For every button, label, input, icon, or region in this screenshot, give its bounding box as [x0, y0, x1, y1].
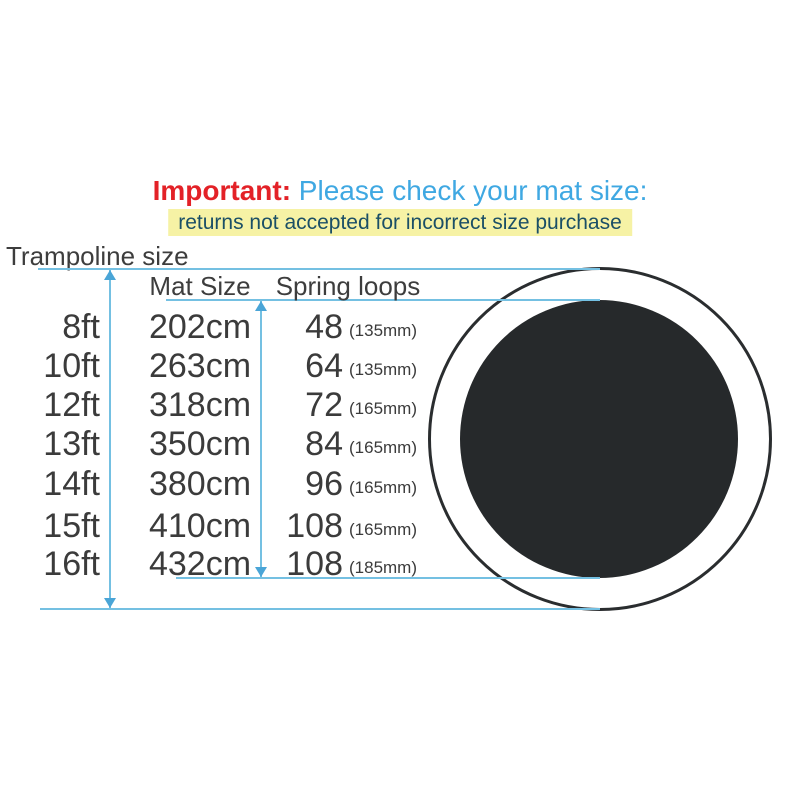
spring-length-value: (165mm): [349, 438, 418, 457]
table-row: 15ft 410cm 108 (165mm): [0, 506, 800, 546]
table-header: Mat Size Spring loops: [0, 271, 800, 301]
spring-length-value: (165mm): [349, 478, 418, 497]
trampoline-mat-circle: [460, 300, 738, 578]
mat-size-value: 380cm: [148, 465, 252, 503]
mat-size-value: 318cm: [148, 386, 252, 424]
arrow-down-icon: [104, 598, 116, 608]
outer-bottom-dimension-line: [40, 608, 600, 610]
trampoline-size-value: 16ft: [43, 545, 100, 583]
spring-length-value: (135mm): [349, 321, 418, 340]
trampoline-size-value: 8ft: [62, 308, 100, 346]
trampoline-size-value: 13ft: [43, 425, 100, 463]
trampoline-size-value: 15ft: [43, 507, 100, 545]
spring-length-value: (185mm): [349, 558, 418, 577]
table-row: 10ft 263cm 64 (135mm): [0, 346, 800, 386]
spring-loops-value: 84: [305, 425, 343, 463]
table-row: 16ft 432cm 108 (185mm): [0, 544, 800, 584]
mat-bottom-dimension-line: [176, 577, 600, 579]
table-row: 12ft 318cm 72 (165mm): [0, 385, 800, 425]
spring-length-value: (165mm): [349, 520, 418, 539]
mat-top-dimension-line: [166, 299, 600, 301]
trampoline-size-value: 10ft: [43, 347, 100, 385]
spring-loops-value: 48: [305, 308, 343, 346]
table-row: 8ft 202cm 48 (135mm): [0, 307, 800, 347]
column-header-mat-size: Mat Size: [149, 271, 251, 301]
mat-size-value: 202cm: [148, 308, 252, 346]
spring-loops-value: 64: [305, 347, 343, 385]
trampoline-size-value: 12ft: [43, 386, 100, 424]
mat-size-value: 410cm: [148, 507, 252, 545]
mat-size-value: 263cm: [148, 347, 252, 385]
arrow-down-icon: [255, 567, 267, 577]
column-header-spring-loops: Spring loops: [275, 271, 421, 301]
arrow-up-icon: [104, 270, 116, 280]
spring-loops-value: 96: [305, 465, 343, 503]
spring-loops-value: 108: [286, 507, 343, 545]
spring-length-value: (135mm): [349, 360, 418, 379]
important-label: Important:: [152, 175, 292, 206]
arrow-up-icon: [255, 301, 267, 311]
mat-size-dimension-line: [260, 301, 262, 577]
table-row: 13ft 350cm 84 (165mm): [0, 424, 800, 464]
headline: Important: Please check your mat size:: [0, 176, 800, 206]
trampoline-size-label: Trampoline size: [6, 241, 189, 271]
mat-size-value: 350cm: [148, 425, 252, 463]
spring-loops-value: 108: [286, 545, 343, 583]
returns-warning-banner: returns not accepted for incorrect size …: [168, 209, 632, 236]
spring-length-value: (165mm): [349, 399, 418, 418]
mat-size-value: 432cm: [148, 545, 252, 583]
trampoline-size-dimension-line: [109, 270, 111, 608]
check-mat-size-text: Please check your mat size:: [291, 175, 648, 206]
trampoline-size-value: 14ft: [43, 465, 100, 503]
outer-top-dimension-line: [38, 268, 600, 270]
spring-loops-value: 72: [305, 386, 343, 424]
table-row: 14ft 380cm 96 (165mm): [0, 464, 800, 504]
